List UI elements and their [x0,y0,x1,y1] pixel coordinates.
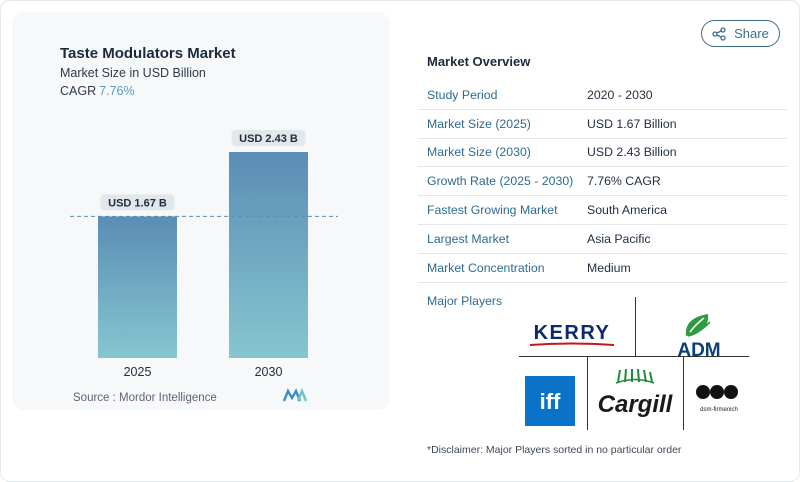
cagr-label: CAGR [60,84,97,98]
mordor-logo-icon [282,387,308,402]
share-label: Share [734,26,769,41]
row-key: Study Period [427,87,498,102]
data-label: USD 2.43 B [239,133,298,145]
row-value: 2020 - 2030 [587,87,653,102]
row-key: Growth Rate (2025 - 2030) [427,174,574,189]
overview-row-market-size-2030: Market Size (2030) USD 2.43 Billion [418,139,787,168]
row-key: Market Size (2025) [427,116,531,131]
overview-title: Market Overview [427,54,531,69]
overview-row-fastest-growing: Fastest Growing Market South America [418,196,787,225]
svg-text:KERRY: KERRY [534,322,611,344]
row-key: Fastest Growing Market [427,203,558,218]
grid-divider [683,356,684,430]
chart-title: Taste Modulators Market [60,45,236,62]
overview-row-largest-market: Largest Market Asia Pacific [418,225,787,254]
bar-chart: USD 1.67 B 2025 USD 2.43 B 2030 [70,130,338,402]
row-key: Market Concentration [427,260,545,275]
grid-divider [587,356,588,430]
overview-table: Study Period 2020 - 2030 Market Size (20… [418,81,787,283]
kerry-logo: KERRY [529,322,615,346]
grid-divider [635,297,636,357]
cargill-logo: Cargill [598,368,674,418]
share-icon [712,26,726,41]
overview-row-market-size-2025: Market Size (2025) USD 1.67 Billion [418,110,787,139]
grid-divider [519,356,749,357]
row-value: Medium [587,260,631,275]
data-label: USD 1.67 B [108,197,167,209]
overview-row-growth-rate: Growth Rate (2025 - 2030) 7.76% CAGR [418,167,787,197]
bar-2025 [98,216,177,358]
chart-source: Source : Mordor Intelligence [73,392,217,404]
row-value: South America [587,203,667,218]
row-value: Asia Pacific [587,231,651,246]
cagr-value: 7.76% [99,84,135,98]
category-label: 2030 [255,365,283,379]
svg-text:iff: iff [540,389,561,414]
data-label-bg [100,194,175,211]
row-key: Market Size (2030) [427,145,531,160]
chart-subtitle: Market Size in USD Billion [60,66,206,80]
overview-row-study-period: Study Period 2020 - 2030 [418,81,787,110]
chart-cagr: CAGR 7.76% [60,84,135,98]
svg-text:dsm-firmenich: dsm-firmenich [700,407,738,413]
bar-2030 [229,152,308,358]
svg-text:Cargill: Cargill [598,391,674,418]
dsm-firmenich-logo: dsm-firmenich [696,385,738,413]
overview-row-concentration: Market Concentration Medium [418,254,787,283]
row-value: USD 2.43 Billion [587,145,677,160]
svg-text:ADM: ADM [677,340,720,358]
category-label: 2025 [124,365,152,379]
adm-logo: ADM [677,314,721,358]
disclaimer: *Disclaimer: Major Players sorted in no … [427,444,682,456]
row-value: 7.76% CAGR [587,174,661,189]
data-label-bg [231,130,306,146]
row-value: USD 1.67 Billion [587,116,677,131]
row-key: Largest Market [427,231,510,246]
iff-logo: iff [525,376,575,426]
chart-card [12,12,390,410]
share-button[interactable]: Share [701,20,780,47]
major-players-label: Major Players [427,294,503,308]
